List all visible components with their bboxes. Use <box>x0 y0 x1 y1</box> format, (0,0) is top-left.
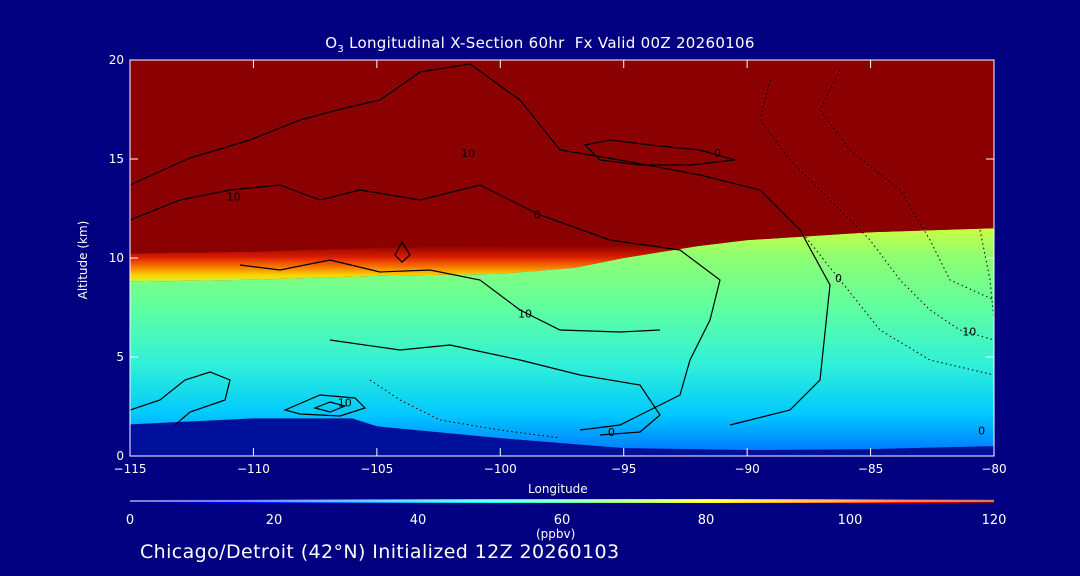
contour-line-strato <box>583 139 736 166</box>
contour-near-surface <box>283 394 367 417</box>
run-info-footer: Chicago/Detroit (42°N) Initialized 12Z 2… <box>140 541 620 563</box>
y-tick-label: 20 <box>109 53 124 67</box>
colorbar-unit: (ppbv) <box>536 527 576 541</box>
contour-west-surface <box>130 371 231 426</box>
contour-label: 10 <box>962 325 976 338</box>
contour-label: 0 <box>835 272 842 285</box>
contour-closed-cell <box>394 240 411 263</box>
x-tick-label: −95 <box>611 462 636 476</box>
contour-label: 10 <box>338 397 352 410</box>
contour-line-lower <box>329 339 661 436</box>
x-axis-label: Longitude <box>528 482 588 496</box>
chart-title: O3 Longitudinal X-Section 60hr Fx Valid … <box>325 34 755 55</box>
troposphere-field <box>130 228 994 456</box>
tropopause-transition-band <box>130 200 994 282</box>
colorbar-tick-label: 0 <box>126 513 134 528</box>
x-axis-ticks: −115 −110 −105 −100 −95 −90 −85 −80 <box>114 60 1007 476</box>
contour-label: 10 <box>461 147 475 160</box>
x-tick-label: −80 <box>981 462 1006 476</box>
contour-inner-surface <box>313 401 347 413</box>
contour-line-upper <box>130 63 831 426</box>
colorbar-tick-label: 80 <box>698 513 715 528</box>
contour-label: 10 <box>227 191 241 204</box>
contour-line-mid <box>130 184 721 431</box>
contour-labels: 10 0 10 0 0 10 10 10 0 0 <box>227 147 985 439</box>
colorbar-tick-label: 120 <box>982 513 1007 528</box>
x-tick-label: −85 <box>858 462 883 476</box>
dotted-contour-east-4 <box>979 229 994 321</box>
colorbar-tick-label: 60 <box>554 513 571 528</box>
colorbar-tick-label: 20 <box>266 513 283 528</box>
surface-terrain <box>130 418 994 456</box>
contour-line-trough <box>239 259 661 333</box>
colorbar-tick-label: 100 <box>838 513 863 528</box>
contour-label: 10 <box>518 307 532 320</box>
contour-label: 0 <box>608 426 615 439</box>
dotted-contour-east-2 <box>819 69 994 301</box>
y-tick-label: 10 <box>109 251 124 265</box>
colorbar-ticks: 0 20 40 60 80 100 120 <box>126 513 1007 528</box>
x-tick-label: −105 <box>360 462 393 476</box>
x-tick-label: −100 <box>484 462 517 476</box>
y-tick-label: 15 <box>109 152 124 166</box>
colorbar-tick-label: 40 <box>410 513 427 528</box>
dotted-contour-east-1 <box>759 79 994 341</box>
y-tick-label: 0 <box>116 449 124 463</box>
x-tick-label: −110 <box>237 462 270 476</box>
contour-label: 0 <box>714 147 721 160</box>
y-axis-label: Altitude (km) <box>76 220 90 300</box>
dotted-contour-east-3 <box>799 229 994 376</box>
contour-label: 0 <box>978 424 985 437</box>
contour-label: 0 <box>534 208 541 221</box>
x-tick-label: −115 <box>114 462 147 476</box>
x-tick-label: −90 <box>734 462 759 476</box>
y-axis-ticks: 0 5 10 15 20 <box>109 53 994 463</box>
y-tick-label: 5 <box>116 350 124 364</box>
